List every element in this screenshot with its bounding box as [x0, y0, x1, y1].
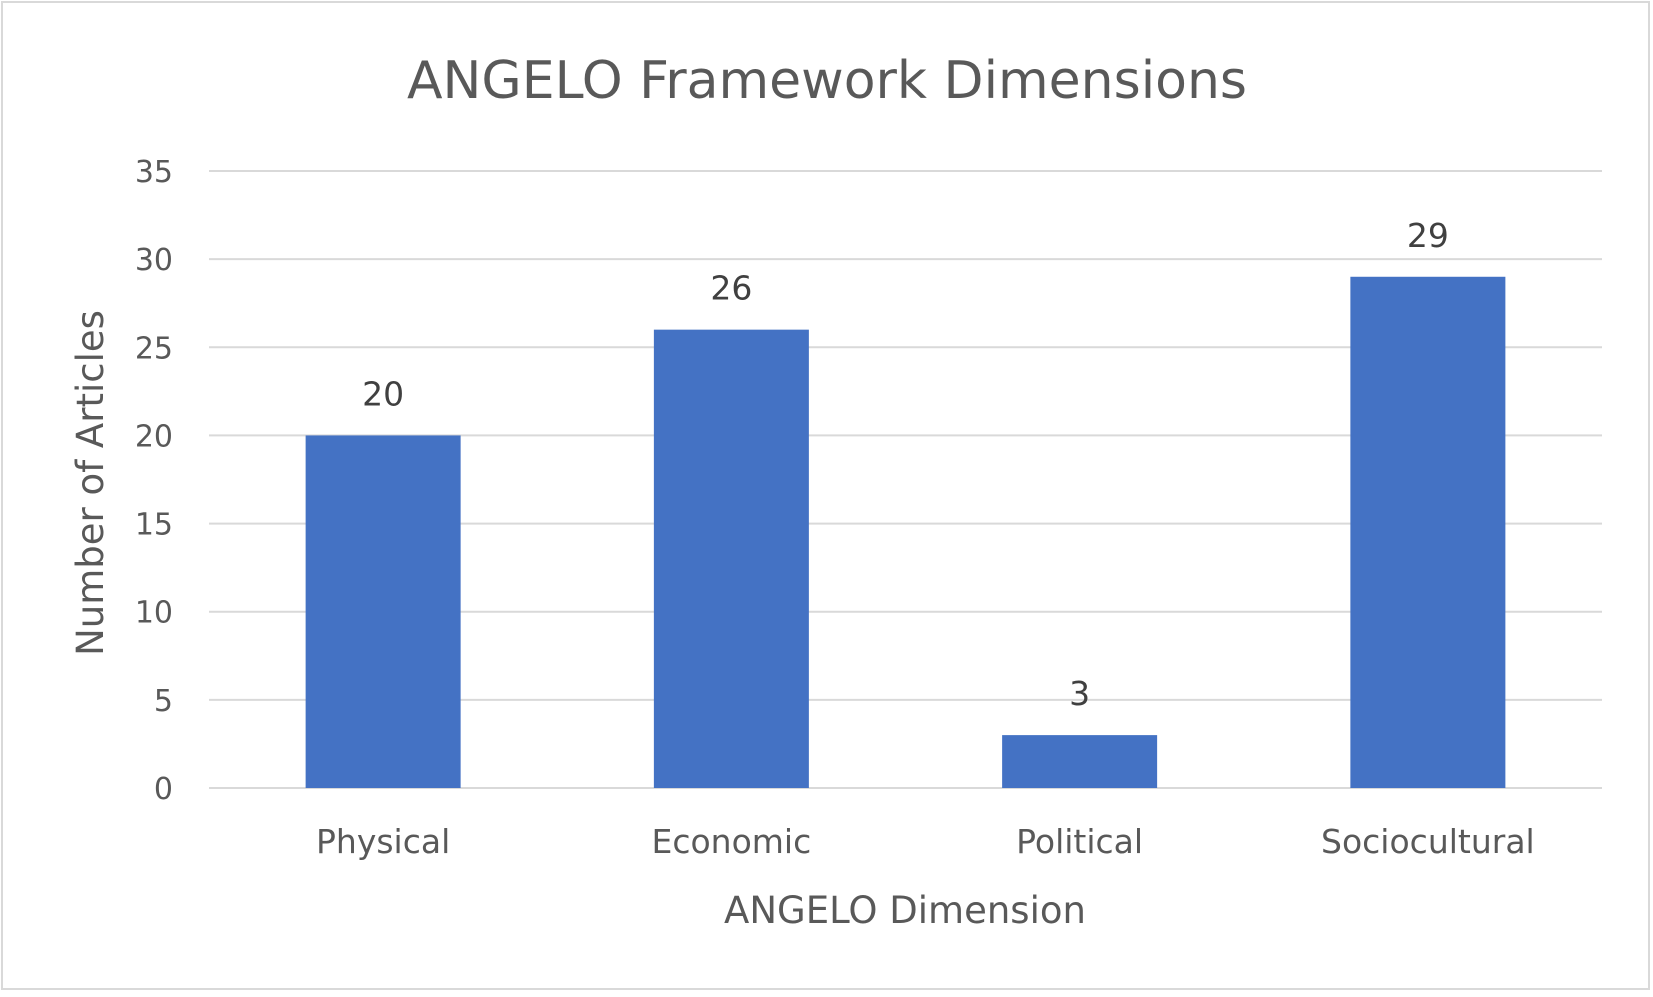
chart-title: ANGELO Framework Dimensions — [407, 51, 1247, 111]
bar-political — [1002, 735, 1158, 788]
y-tick-label: 10 — [135, 596, 173, 631]
y-axis-label: Number of Articles — [69, 310, 112, 656]
y-tick-label: 5 — [154, 684, 173, 719]
y-tick-label: 25 — [135, 331, 173, 366]
bars — [305, 276, 1506, 788]
y-tick-label: 15 — [135, 508, 173, 543]
y-tick-label: 30 — [135, 243, 173, 278]
bar-economic — [653, 329, 809, 788]
x-category-label: Political — [1016, 822, 1143, 861]
x-category-label: Sociocultural — [1321, 822, 1535, 861]
x-axis-categories: Physical Economic Political Sociocultural — [316, 822, 1535, 861]
y-axis-ticks: 0 5 10 15 20 25 30 35 — [135, 155, 173, 807]
data-labels: 20 26 3 29 — [362, 216, 1449, 713]
bar-physical — [305, 435, 461, 788]
x-category-label: Physical — [316, 822, 450, 861]
bar-sociocultural — [1350, 276, 1506, 788]
data-label-physical: 20 — [362, 374, 404, 413]
x-category-label: Economic — [652, 822, 812, 861]
y-tick-label: 35 — [135, 155, 173, 190]
data-label-political: 3 — [1069, 674, 1090, 713]
bar-chart: ANGELO Framework Dimensions 051015202530… — [69, 51, 1602, 932]
x-axis-label: ANGELO Dimension — [724, 889, 1086, 932]
y-tick-label: 20 — [135, 419, 173, 454]
y-tick-label: 0 — [154, 772, 173, 807]
data-label-economic: 26 — [710, 269, 752, 308]
data-label-sociocultural: 29 — [1407, 216, 1449, 255]
